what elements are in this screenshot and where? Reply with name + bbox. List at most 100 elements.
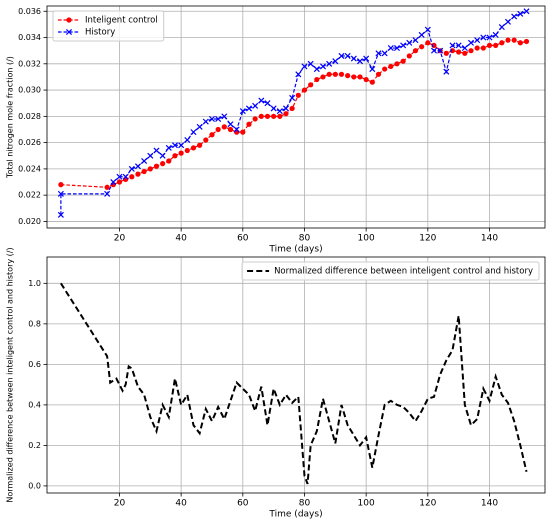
marker — [295, 71, 302, 78]
y-tick-label: 0.036 — [18, 7, 41, 16]
marker — [301, 87, 308, 93]
marker — [203, 137, 209, 143]
marker — [122, 173, 129, 180]
marker — [184, 147, 190, 154]
marker — [363, 55, 370, 62]
y-tick-label: 0.024 — [18, 164, 41, 173]
plot-frame — [46, 256, 546, 494]
y-tick-label: 0.0 — [28, 481, 41, 490]
marker — [129, 174, 135, 180]
marker — [425, 40, 431, 46]
marker — [499, 40, 505, 46]
marker — [208, 115, 215, 122]
marker — [58, 182, 64, 188]
marker — [480, 45, 486, 51]
marker — [264, 113, 271, 119]
marker — [258, 97, 265, 104]
marker — [239, 108, 246, 115]
legend-label: Normalized difference between inteligent… — [274, 267, 533, 277]
y-tick-label: 1.0 — [28, 279, 41, 288]
marker — [227, 126, 234, 133]
marker — [369, 79, 375, 85]
marker — [116, 179, 123, 185]
marker — [351, 74, 357, 80]
marker — [258, 113, 264, 119]
marker — [517, 10, 524, 17]
marker — [326, 60, 333, 67]
series-line — [60, 39, 527, 188]
marker — [400, 58, 406, 64]
y-axis-label: Total nitrogen mole fraction (/) — [6, 56, 15, 179]
marker — [190, 145, 197, 151]
marker — [394, 61, 400, 67]
marker — [486, 42, 493, 49]
marker — [437, 47, 444, 54]
marker — [523, 38, 530, 45]
marker — [160, 161, 166, 167]
marker — [468, 48, 474, 54]
marker — [326, 71, 332, 77]
x-tick-label: 60 — [237, 234, 249, 244]
marker — [493, 42, 499, 49]
marker — [270, 105, 277, 112]
marker — [271, 113, 277, 119]
y-tick-label: 0.022 — [18, 191, 41, 200]
marker — [498, 23, 505, 31]
marker — [246, 121, 252, 127]
marker — [382, 66, 388, 72]
marker — [221, 124, 227, 130]
marker — [474, 45, 480, 51]
marker — [430, 47, 438, 54]
x-axis-label: Time (days) — [268, 245, 322, 255]
marker — [319, 63, 327, 70]
marker — [474, 37, 481, 44]
marker — [412, 48, 419, 54]
marker — [276, 108, 283, 115]
marker — [443, 50, 449, 56]
marker — [406, 53, 412, 59]
marker — [412, 37, 419, 44]
marker — [504, 18, 512, 25]
series-line — [60, 10, 527, 215]
marker — [313, 66, 320, 73]
marker — [221, 113, 228, 120]
marker — [517, 40, 523, 46]
marker — [345, 73, 351, 79]
marker — [135, 171, 141, 177]
marker — [215, 115, 222, 122]
marker — [356, 58, 364, 65]
marker — [400, 42, 407, 49]
marker — [344, 52, 351, 59]
y-tick-label: 0.8 — [28, 319, 41, 328]
legend: Normalized difference between inteligent… — [241, 261, 540, 281]
x-tick-label: 120 — [419, 499, 436, 509]
marker — [511, 37, 517, 43]
marker — [196, 123, 203, 130]
y-axis-label: Normalized difference between inteligent… — [6, 247, 15, 502]
y-tick-label: 0.030 — [18, 86, 41, 95]
x-tick-label: 80 — [299, 499, 311, 509]
y-tick-label: 0.026 — [18, 138, 41, 147]
marker — [57, 211, 64, 218]
x-tick-label: 140 — [481, 234, 498, 244]
marker — [443, 68, 450, 75]
marker — [462, 50, 468, 56]
legend-label: History — [85, 28, 115, 38]
marker — [375, 50, 382, 57]
marker — [486, 34, 493, 41]
marker — [104, 190, 111, 197]
marker — [165, 144, 172, 151]
marker — [252, 116, 258, 122]
marker — [350, 55, 357, 62]
x-axis-label: Time (days) — [268, 510, 322, 519]
marker — [289, 105, 295, 112]
marker — [171, 142, 178, 149]
marker — [197, 142, 203, 148]
marker — [301, 63, 308, 70]
y-tick-label: 0.034 — [18, 33, 41, 42]
marker — [455, 42, 462, 49]
marker — [233, 126, 240, 133]
x-tick-label: 40 — [175, 234, 187, 244]
x-tick-label: 100 — [358, 499, 375, 509]
